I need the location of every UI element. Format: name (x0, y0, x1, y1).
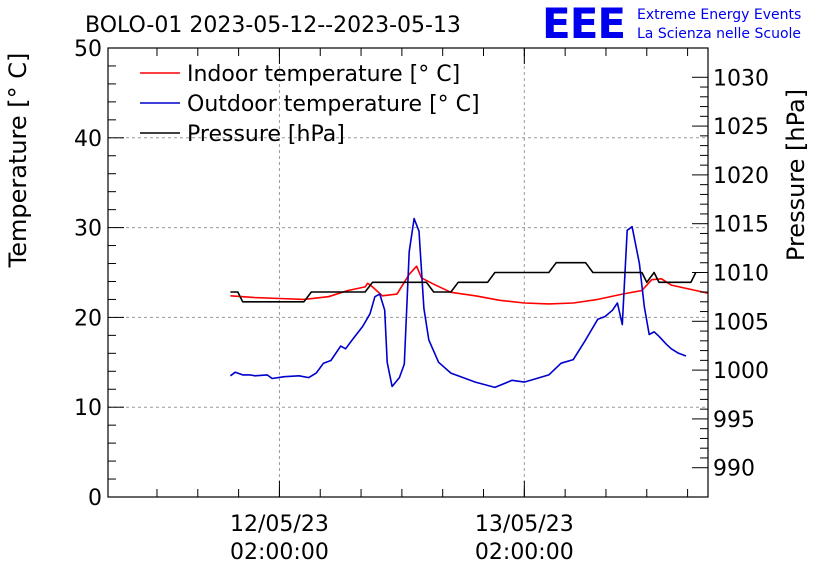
right-axis-label: Pressure [hPa] (782, 89, 810, 261)
left-tick-label: 50 (74, 37, 102, 62)
chart-title: BOLO-01 2023-05-12--2023-05-13 (85, 13, 461, 38)
right-tick-label: 1030 (713, 66, 769, 91)
data-series (229, 217, 709, 389)
right-tick-label: 1015 (713, 213, 769, 238)
right-tick-label: 990 (713, 457, 755, 482)
x-tick-label-time: 02:00:00 (230, 540, 329, 565)
left-y-axis: 0 10 20 30 40 50 (74, 37, 124, 511)
legend: Indoor temperature [° C] Outdoor temperat… (140, 62, 480, 147)
series-line-2 (229, 217, 687, 389)
logo-line-1: Extreme Energy Events (637, 7, 801, 23)
right-tick-label: 1020 (713, 164, 769, 189)
left-tick-label: 20 (74, 306, 102, 331)
logo-mark: EEE (542, 0, 625, 48)
right-tick-label: 995 (713, 408, 755, 433)
legend-label-2: Outdoor temperature [° C] (187, 92, 480, 117)
series-line-3 (230, 261, 697, 303)
legend-label-1: Indoor temperature [° C] (187, 62, 460, 87)
left-tick-label: 10 (74, 396, 102, 421)
x-tick-label-time: 02:00:00 (475, 540, 574, 565)
right-tick-label: 1025 (713, 115, 769, 140)
x-tick-label-date: 13/05/23 (475, 512, 574, 537)
left-axis-label: Temperature [° C] (4, 53, 32, 269)
right-tick-label: 1010 (713, 262, 769, 287)
legend-label-3: Pressure [hPa] (187, 122, 345, 147)
left-tick-label: 30 (74, 217, 102, 242)
x-tick-label-date: 12/05/23 (230, 512, 329, 537)
right-tick-label: 1000 (713, 359, 769, 384)
logo-line-2: La Scienza nelle Scuole (637, 26, 801, 42)
left-tick-label: 40 (74, 127, 102, 152)
left-tick-label: 0 (88, 486, 102, 511)
x-axis: 12/05/23 02:00:00 13/05/23 02:00:00 (156, 48, 689, 565)
right-tick-label: 1005 (713, 310, 769, 335)
eee-logo: EEE Extreme Energy Events La Scienza nel… (542, 0, 801, 48)
right-y-axis: 990 995 1000 1005 1010 1015 1020 1025 1030 (692, 66, 769, 482)
